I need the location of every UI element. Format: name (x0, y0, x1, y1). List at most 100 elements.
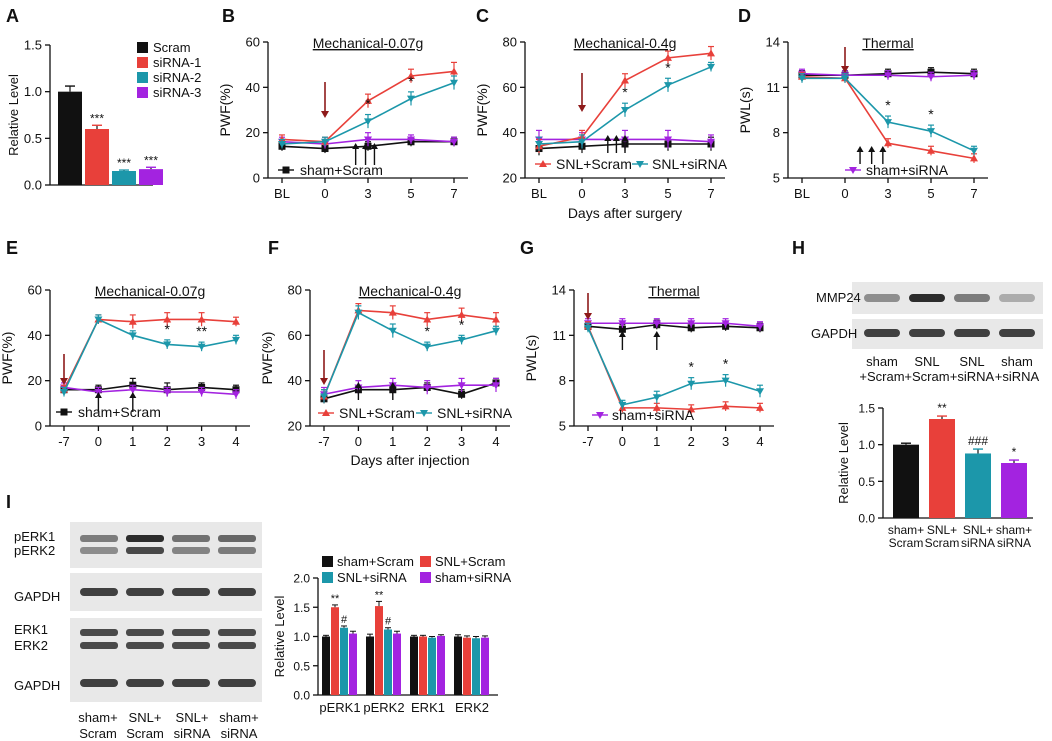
y-axis-title-h: Relative Level (836, 422, 851, 504)
data-point-cyan-g (652, 394, 661, 402)
black-arrow-b-head (352, 143, 360, 149)
lane-label-i: siRNA (174, 726, 211, 741)
legend-label-i: sham+siRNA (435, 570, 512, 585)
bar-category-label-h: sham+ (888, 523, 924, 537)
data-point-cyan-c (578, 138, 586, 146)
blot-band-gapdh-i2 (126, 679, 164, 687)
data-point-cyan-f (423, 343, 432, 351)
bar-cyan-a (112, 171, 136, 185)
legend-label-a: siRNA-3 (153, 85, 201, 100)
data-point-cyan-g (687, 380, 696, 388)
y-tick-label-e: 20 (28, 373, 42, 388)
blot-band-gapdh-i2 (172, 679, 210, 687)
blot-band-gapdh-h (954, 329, 990, 337)
bar-red-i (375, 606, 383, 695)
blot-band-perk2 (126, 547, 164, 554)
blot-band-perk1 (172, 535, 210, 542)
legend-marker-f-cyan (420, 410, 428, 417)
bar-black-i (322, 636, 330, 695)
blot-band-gapdh-h (999, 329, 1035, 337)
data-point-cyan-b (450, 79, 458, 87)
bar-purple-i (393, 633, 401, 695)
black-arrow-g-head (653, 331, 661, 337)
legend-label-c: SNL+Scram (556, 156, 632, 172)
data-point-black-f (458, 390, 466, 398)
y-tick-label-f: 60 (288, 328, 302, 343)
x-tick-label-c: 7 (707, 186, 714, 201)
data-point-red-f (457, 310, 466, 318)
data-point-red-d (970, 154, 978, 162)
black-arrow-d-head (856, 146, 864, 152)
legend-swatch-purple-i (420, 572, 431, 583)
panel-label-e: E (6, 238, 18, 258)
panel-label-i: I (6, 492, 11, 512)
black-arrow-d-head (879, 146, 887, 152)
data-point-purple-e (163, 389, 172, 396)
chart-title-f: Mechanical-0.4g (359, 283, 462, 299)
x-tick-label-i: pERK2 (363, 700, 404, 715)
y-tick-label-d: 11 (767, 80, 781, 95)
blot-band-perk1 (126, 535, 164, 542)
bar-red-a (85, 129, 109, 185)
data-point-cyan-d (841, 75, 849, 83)
significance-mark-h: ** (937, 401, 947, 415)
black-arrow-b-head (362, 143, 370, 149)
blot-band-perk1 (218, 535, 256, 542)
data-point-purple-c (664, 136, 672, 144)
data-point-purple-b (364, 136, 372, 144)
y-tick-label-i: 0.0 (293, 689, 310, 703)
data-point-cyan-c (621, 107, 629, 114)
y-axis-title-d: PWL(s) (737, 87, 753, 134)
lane-label-h: +siRNA (995, 369, 1040, 384)
x-tick-label-e: 3 (198, 434, 205, 449)
significance-star-a: *** (117, 156, 131, 170)
x-tick-label-b: 0 (321, 186, 328, 201)
black-arrow-g-head (618, 331, 626, 337)
data-point-red-e (197, 315, 206, 323)
data-point-purple-g (618, 320, 627, 328)
bar-category-label-h: Scram (889, 536, 924, 550)
significance-star-g: * (723, 356, 729, 372)
x-tick-label-d: 0 (841, 186, 848, 201)
x-tick-label-i: ERK2 (455, 700, 489, 715)
data-point-cyan-e (232, 336, 240, 344)
series-line-red-g (587, 325, 761, 411)
legend-marker-e (60, 408, 68, 416)
y-tick-label-d: 5 (773, 171, 780, 186)
data-point-red-e (163, 315, 172, 323)
blot-band-gapdh-i (218, 588, 256, 596)
series-line-cyan-f (323, 311, 497, 397)
x-tick-label-b: BL (274, 186, 290, 201)
data-point-cyan-g (721, 377, 730, 385)
blot-band-erk1 (172, 629, 210, 636)
black-arrow-e-head (129, 392, 137, 398)
bar-cyan-i (472, 638, 480, 695)
blot-strip-i (70, 618, 262, 664)
blot-band-gapdh-i (172, 588, 210, 596)
x-tick-label-i: pERK1 (319, 700, 360, 715)
data-point-purple-e (232, 391, 240, 399)
black-arrow-d-head (868, 146, 876, 152)
bar-red-i (331, 607, 339, 695)
data-point-cyan-b (407, 95, 415, 103)
x-tick-label-e: 2 (164, 434, 171, 449)
blot-band-perk1 (80, 535, 118, 542)
blot-band-gapdh-i2 (218, 679, 256, 687)
significance-star-e: ** (196, 323, 207, 339)
x-tick-label-c: 3 (621, 186, 628, 201)
data-point-cyan-c (664, 82, 672, 90)
blot-label-gapdh-h: GAPDH (811, 326, 857, 341)
bar-black-i (366, 636, 374, 695)
data-point-purple-f (457, 382, 466, 390)
bar-category-label-h: SNL+ (927, 523, 957, 537)
series-line-black-g (587, 323, 761, 331)
blot-label-i: ERK2 (14, 638, 48, 653)
legend-label-a: siRNA-1 (153, 55, 201, 70)
x-tick-label-e: 0 (95, 434, 102, 449)
data-point-cyan-g (584, 324, 592, 332)
y-tick-label-g: 14 (552, 283, 566, 298)
legend-marker-d (849, 167, 857, 174)
legend-swatch-purple-a (137, 87, 148, 98)
lane-label-i: Scram (79, 726, 117, 741)
